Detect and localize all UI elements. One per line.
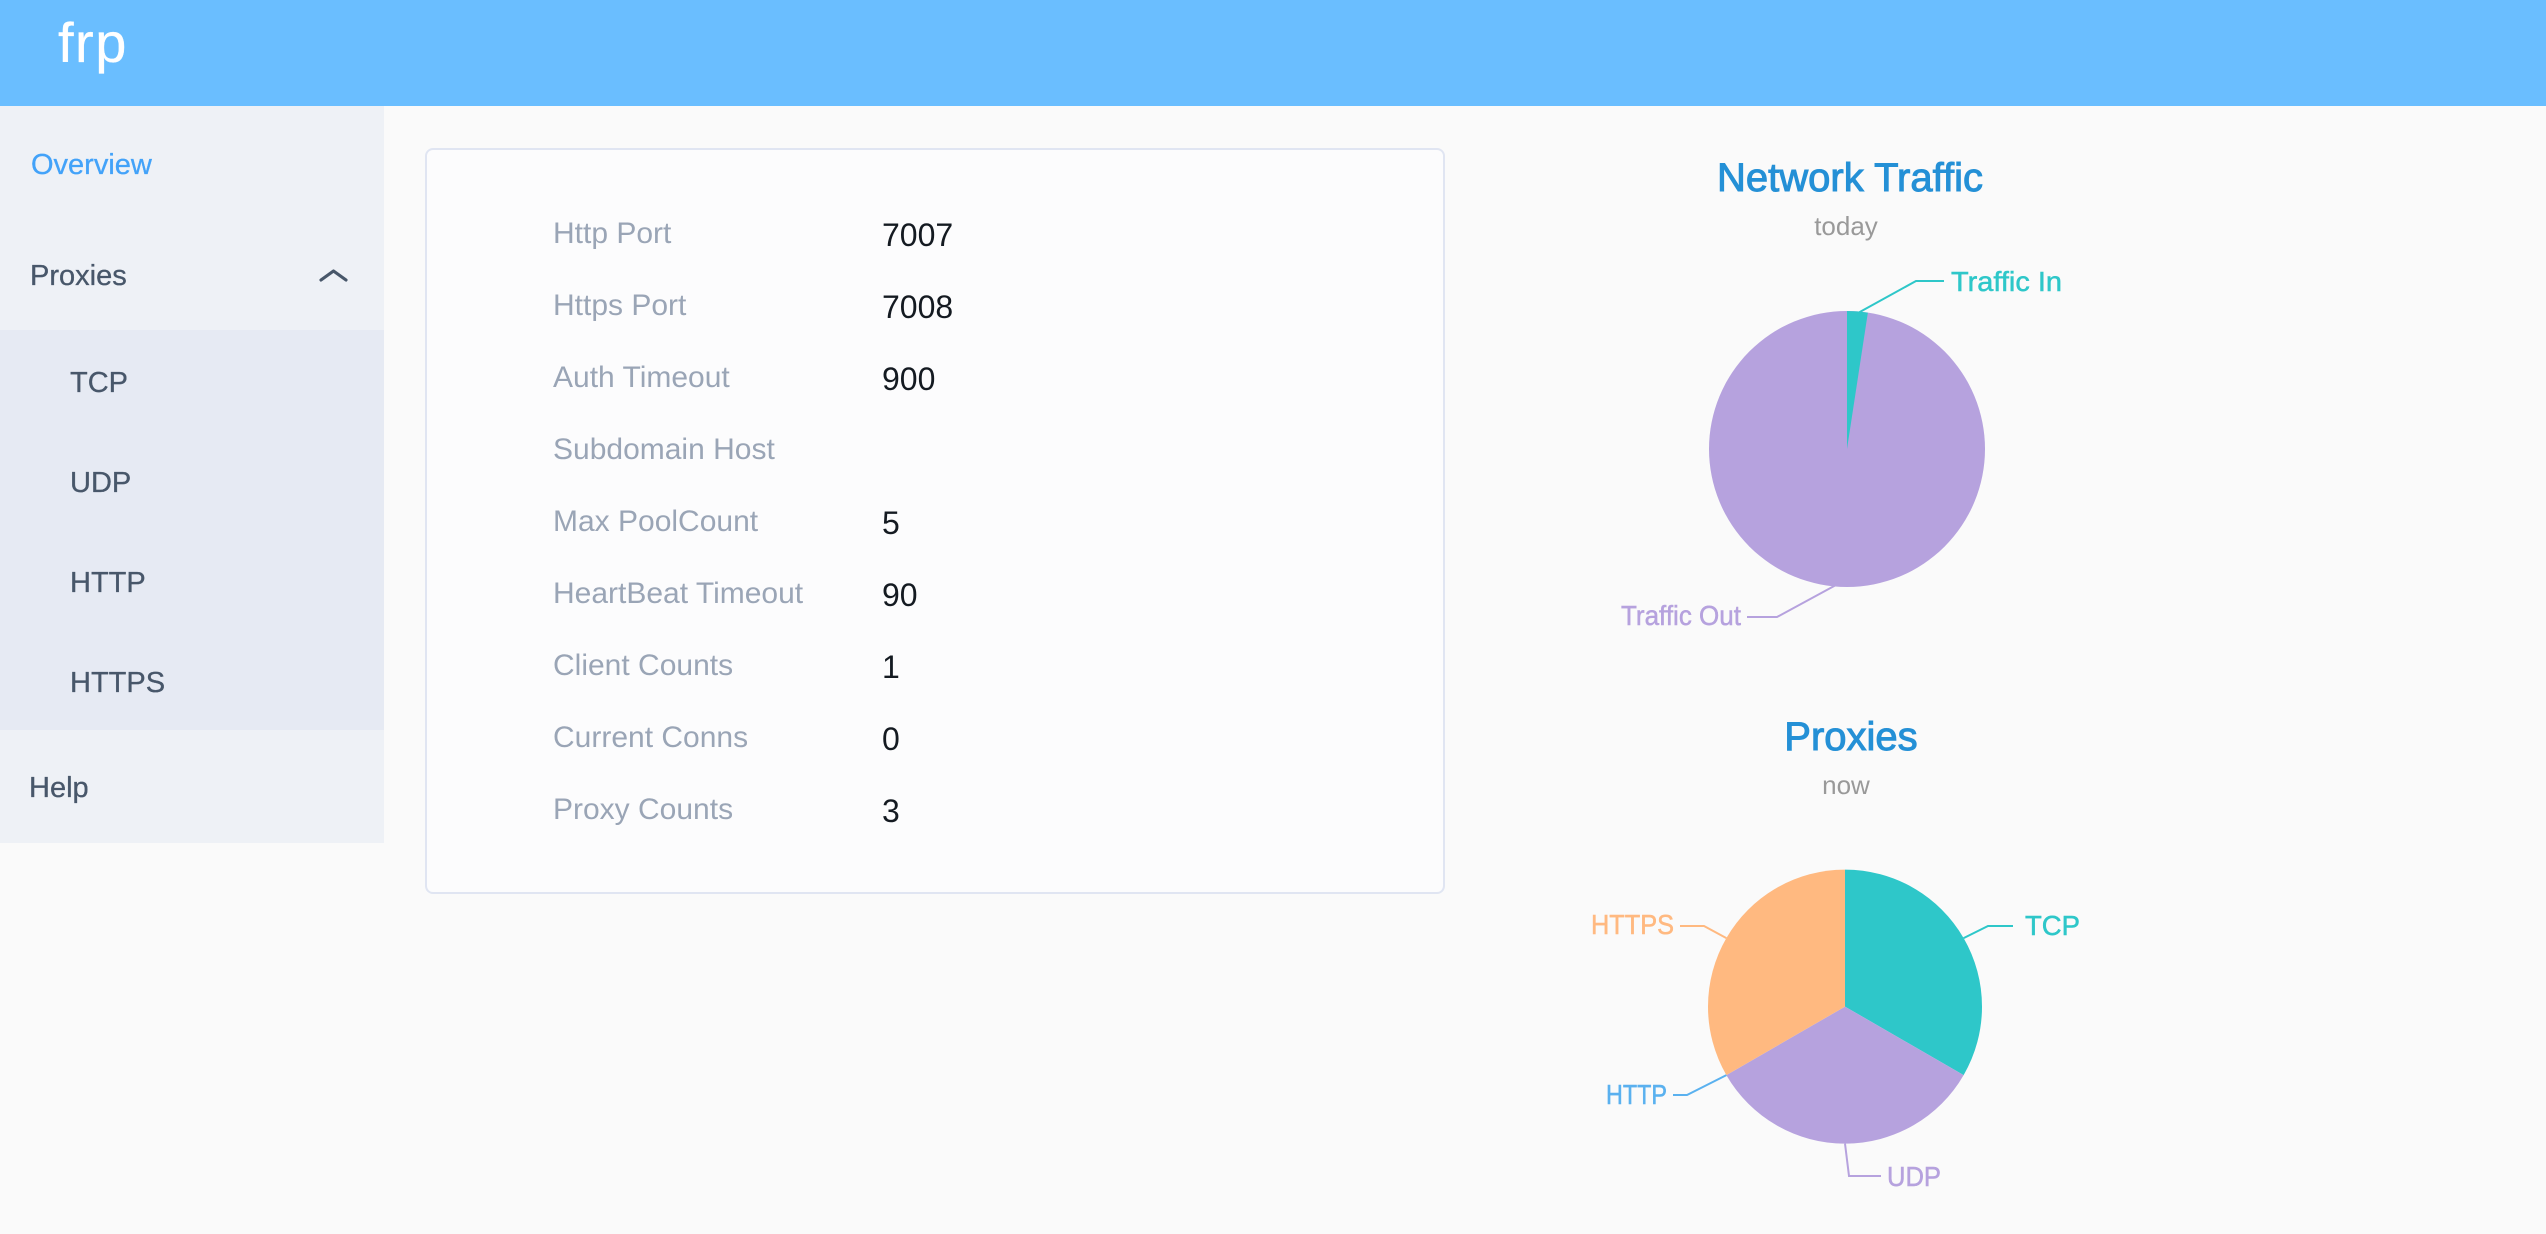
svg-text:now: now [1822,770,1870,800]
svg-text:UDP: UDP [1887,1161,1941,1192]
svg-text:TCP: TCP [2025,910,2080,941]
svg-text:Traffic In: Traffic In [1951,266,2062,297]
svg-text:Network Traffic: Network Traffic [1717,156,1983,200]
svg-text:Proxies: Proxies [1784,715,1917,759]
svg-text:Traffic Out: Traffic Out [1621,600,1741,631]
svg-text:HTTP: HTTP [1606,1079,1667,1110]
svg-text:HTTPS: HTTPS [1591,909,1674,940]
svg-text:today: today [1814,211,1878,241]
